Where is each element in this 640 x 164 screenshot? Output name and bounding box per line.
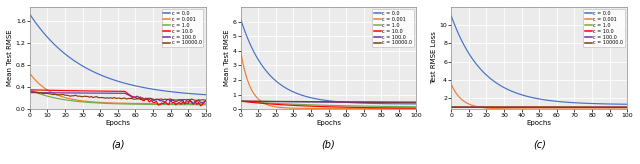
Legend: c = 0.0, c = 0.001, c = 1.0, c = 10.0, c = 100.0, c = 10000.0: c = 0.0, c = 0.001, c = 1.0, c = 10.0, c… [583,9,625,47]
Text: (c): (c) [533,140,546,150]
Text: (a): (a) [111,140,125,150]
X-axis label: Epochs: Epochs [105,120,130,126]
Legend: c = 0.0, c = 0.001, c = 1.0, c = 10.0, c = 100.0, c = 10000.0: c = 0.0, c = 0.001, c = 1.0, c = 10.0, c… [161,9,204,47]
Legend: c = 0.0, c = 0.001, c = 1.0, c = 10.0, c = 100.0, c = 10000.0: c = 0.0, c = 0.001, c = 1.0, c = 10.0, c… [372,9,414,47]
Y-axis label: Mean Test RMSE: Mean Test RMSE [7,30,13,86]
Y-axis label: Mean Test RMSE: Mean Test RMSE [223,30,230,86]
Y-axis label: Test RMSE Loss: Test RMSE Loss [431,32,436,84]
Text: (b): (b) [322,140,335,150]
X-axis label: Epochs: Epochs [316,120,341,126]
X-axis label: Epochs: Epochs [527,120,552,126]
